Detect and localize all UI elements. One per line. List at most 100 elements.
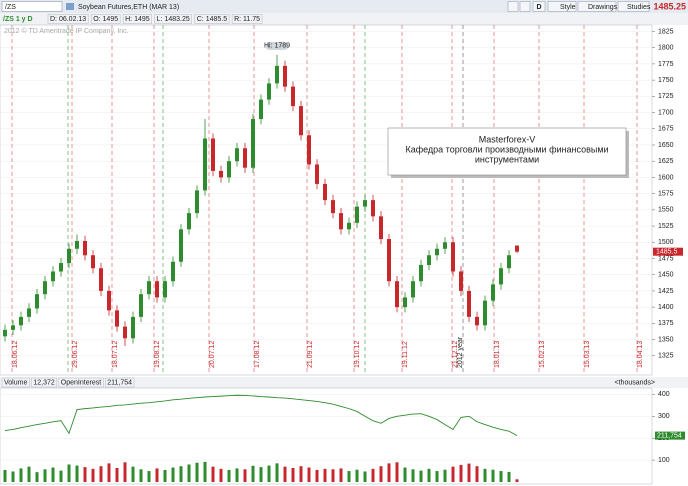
symbol-input[interactable]	[1, 1, 63, 12]
volume-bar	[259, 467, 263, 482]
volume-bar	[475, 466, 479, 482]
open-interest-line	[4, 394, 518, 437]
volume-bar	[443, 469, 447, 482]
info-field: H: 1495	[125, 16, 150, 23]
x-tick-label: 18.07.12	[112, 341, 119, 368]
candle-body	[219, 170, 223, 178]
candle-body	[11, 325, 15, 330]
volume-bar	[323, 468, 327, 482]
volume-bar	[123, 462, 127, 482]
candle-body	[419, 264, 423, 282]
y-tick-label: 1600	[658, 174, 674, 181]
x-tick-label: 18.04.13	[637, 341, 644, 368]
volume-bar	[403, 467, 407, 482]
candle-body	[403, 297, 407, 308]
x-tick-label: 19.08.12	[154, 341, 161, 368]
candle-body	[515, 245, 519, 252]
volume-bar	[19, 468, 23, 482]
volume-bar	[107, 463, 111, 482]
volume-bar	[27, 466, 31, 482]
volume-bar	[131, 466, 135, 482]
candle-body	[171, 261, 175, 282]
x-tick-label: 29.06.12	[72, 341, 79, 368]
button-icon[interactable]	[507, 1, 519, 12]
annotation-text: Кафедра торговли производными финансовым…	[405, 144, 608, 154]
candle-body	[235, 148, 239, 162]
x-tick-label: 18.01.13	[494, 341, 501, 368]
volume-bar	[483, 468, 487, 482]
y-tick-label: 1825	[658, 28, 674, 35]
candle-body	[251, 119, 255, 168]
candle-body	[139, 294, 143, 317]
annotation-box	[387, 127, 627, 176]
candle-body	[75, 240, 79, 249]
last-price-label: 1485.5	[656, 249, 678, 256]
y-tick-label: 1450	[658, 272, 674, 279]
oi-marker-label: 211,754	[657, 432, 682, 439]
volume-bar	[515, 479, 519, 482]
x-tick-label: 15.02.13	[539, 341, 546, 368]
volume-bar	[115, 467, 119, 482]
candle-body	[131, 316, 135, 339]
button-label[interactable]: Style	[560, 4, 576, 11]
y-tick-label: 1475	[658, 255, 674, 262]
volume-bar	[59, 470, 63, 482]
info-field: C: 1485.5	[197, 16, 227, 23]
legend-value: 12,372	[33, 379, 55, 386]
candle-body	[163, 281, 167, 298]
y-tick-label: 1700	[658, 109, 674, 116]
info-field: O: 1495	[93, 16, 118, 23]
button-style[interactable]	[547, 1, 577, 12]
y-tick-label: 1525	[658, 223, 674, 230]
hi-label: Hi: 1789	[264, 43, 290, 50]
candle-body	[27, 308, 31, 317]
volume-bar	[299, 466, 303, 482]
button-d[interactable]	[532, 1, 546, 12]
candle-body	[187, 213, 191, 230]
volume-bar	[283, 466, 287, 482]
candle-body	[211, 138, 215, 171]
volume-bar	[155, 468, 159, 482]
volume-bar	[91, 468, 95, 482]
volume-bar	[507, 471, 511, 482]
info-field: R: 11.75	[234, 16, 260, 23]
volume-bar	[491, 469, 495, 482]
button-label[interactable]: D	[536, 4, 541, 11]
y-tick-label: 1625	[658, 158, 674, 165]
x-tick-label: 17.08.12	[254, 341, 261, 368]
volume-bar	[379, 466, 383, 482]
candle-body	[467, 290, 471, 317]
candle-body	[35, 294, 39, 309]
volume-bar	[387, 463, 391, 482]
volume-bar	[243, 469, 247, 482]
button-label[interactable]: Studies	[627, 4, 651, 11]
candle-body	[435, 248, 439, 256]
button-label[interactable]: Drawings	[588, 4, 618, 11]
candle-body	[195, 190, 199, 214]
volume-bar	[419, 470, 423, 482]
volume-bar	[355, 469, 359, 482]
button-drawings[interactable]	[577, 1, 617, 12]
candle-body	[387, 239, 391, 282]
volume-bar	[371, 468, 375, 482]
candle-body	[19, 316, 23, 326]
candle-body	[259, 99, 263, 120]
volume-bar	[411, 469, 415, 482]
volume-bar	[147, 471, 151, 482]
y-tick-label: 1550	[658, 207, 674, 214]
volume-bar	[267, 465, 271, 482]
candle-body	[323, 183, 327, 201]
last-price: 1485.25	[653, 1, 686, 11]
candle-body	[107, 290, 111, 311]
volume-bar	[35, 472, 39, 482]
icon[interactable]	[66, 3, 74, 10]
button-icon[interactable]	[519, 1, 531, 12]
last-price-marker	[653, 247, 683, 256]
legend-box	[58, 377, 104, 388]
candle-body	[499, 268, 503, 285]
button-studies[interactable]	[617, 1, 650, 12]
candle-body	[379, 216, 383, 240]
volume-bar	[499, 471, 503, 482]
symbol[interactable]: /ZS	[5, 4, 16, 11]
volume-bar	[11, 471, 15, 482]
